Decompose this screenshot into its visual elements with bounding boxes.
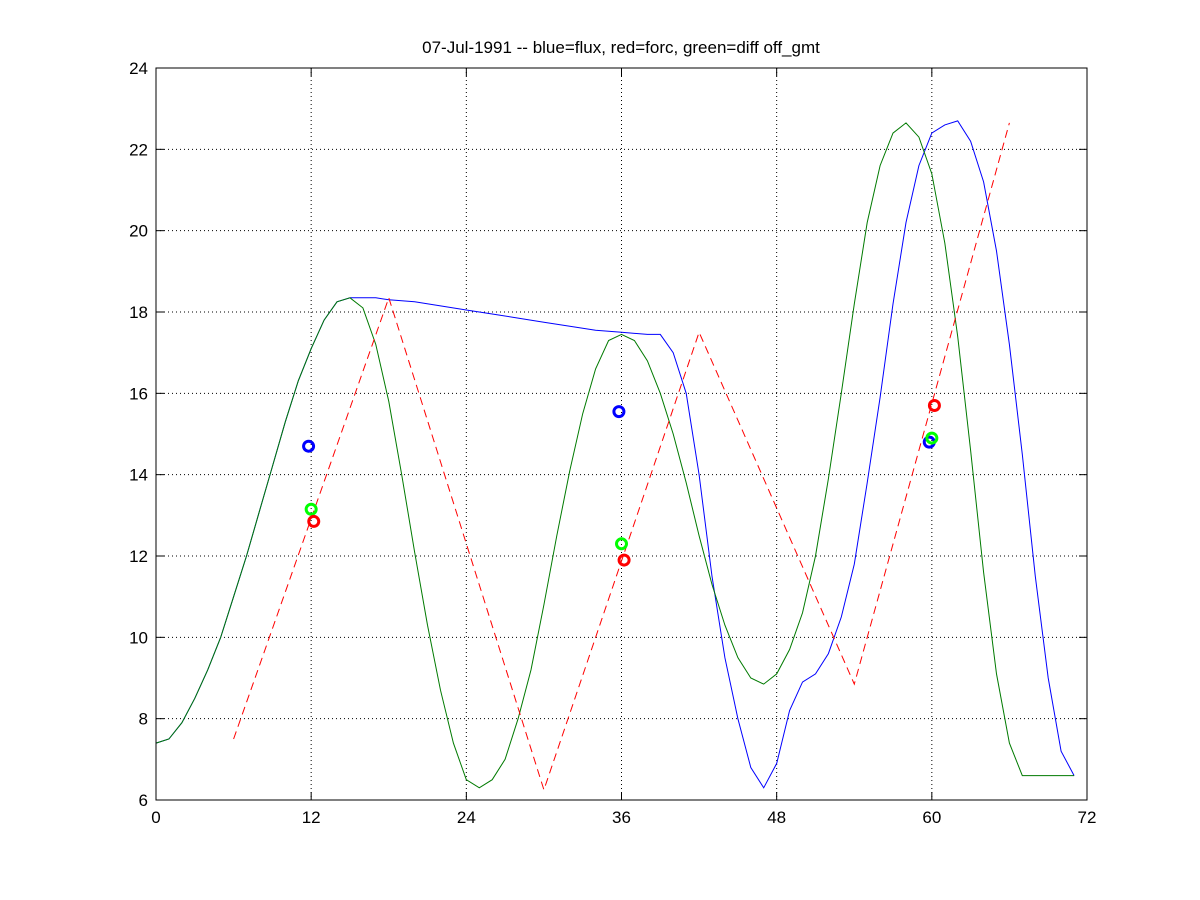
x-tick-label: 72: [1078, 808, 1097, 827]
data-marker: [617, 553, 631, 567]
y-tick-label: 16: [129, 384, 148, 403]
y-tick-label: 24: [129, 59, 148, 78]
y-tick-label: 8: [139, 710, 148, 729]
data-marker: [302, 439, 316, 453]
x-tick-label: 60: [922, 808, 941, 827]
chart-title: 07-Jul-1991 -- blue=flux, red=forc, gree…: [422, 38, 820, 57]
axis-ticks: 0 12 24 36 48 60 72 6 8 10 12 14 16 18 20 22 24: [129, 59, 1096, 827]
x-tick-label: 12: [302, 808, 321, 827]
data-marker: [304, 502, 318, 516]
data-marker: [927, 399, 941, 413]
series-line: [233, 122, 1010, 792]
series-line: [155, 122, 1075, 789]
x-tick-label: 48: [767, 808, 786, 827]
y-tick-label: 20: [129, 222, 148, 241]
data-marker: [925, 431, 939, 445]
y-tick-label: 22: [129, 140, 148, 159]
grid: [156, 68, 1087, 800]
series-line: [155, 120, 1075, 789]
markers: [302, 399, 941, 567]
y-tick-label: 10: [129, 628, 148, 647]
data-marker: [615, 537, 628, 551]
series-lines: [155, 120, 1075, 792]
y-tick-label: 14: [129, 466, 148, 485]
y-tick-label: 6: [139, 791, 148, 810]
x-tick-label: 36: [612, 808, 631, 827]
data-marker: [612, 405, 626, 419]
data-marker: [307, 514, 321, 528]
y-tick-label: 18: [129, 303, 148, 322]
x-tick-label: 24: [457, 808, 476, 827]
y-tick-label: 12: [129, 547, 148, 566]
plot-frame: [155, 67, 1088, 801]
x-tick-label: 0: [151, 808, 160, 827]
